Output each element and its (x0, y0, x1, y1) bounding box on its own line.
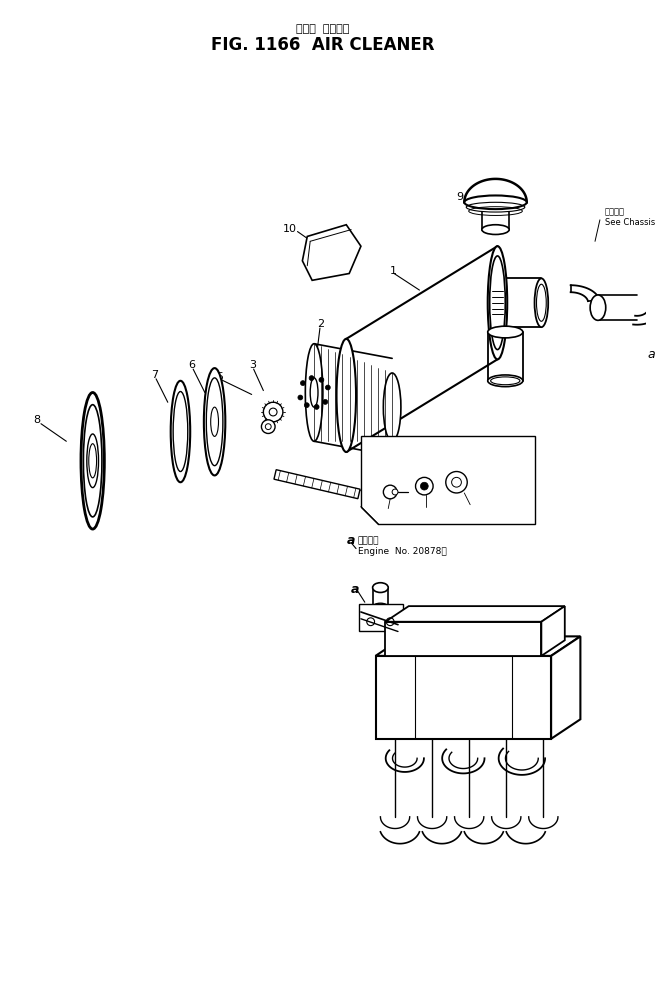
Circle shape (314, 404, 319, 409)
Circle shape (263, 402, 283, 422)
Ellipse shape (310, 378, 318, 407)
Text: FIG. 1166  AIR CLEANER: FIG. 1166 AIR CLEANER (211, 36, 435, 54)
Text: 8: 8 (33, 415, 40, 425)
Text: 2: 2 (317, 319, 324, 330)
Ellipse shape (590, 295, 606, 321)
Text: 9: 9 (457, 193, 463, 203)
Text: a: a (648, 348, 655, 361)
Ellipse shape (383, 373, 401, 441)
Ellipse shape (464, 196, 527, 210)
Text: 10: 10 (283, 223, 297, 233)
Text: See Chassis: See Chassis (605, 218, 655, 227)
Circle shape (301, 381, 305, 386)
Circle shape (305, 402, 309, 407)
Text: 単体参照: 単体参照 (605, 208, 625, 216)
Ellipse shape (81, 393, 105, 529)
Circle shape (420, 482, 428, 490)
Circle shape (298, 395, 303, 400)
Circle shape (392, 489, 398, 495)
Text: 5: 5 (385, 508, 391, 518)
Text: 6: 6 (188, 360, 195, 370)
Polygon shape (375, 637, 581, 656)
Text: a: a (346, 534, 355, 547)
Circle shape (446, 471, 467, 493)
Ellipse shape (336, 338, 356, 452)
Ellipse shape (647, 319, 661, 339)
Circle shape (261, 420, 275, 434)
Circle shape (383, 485, 397, 499)
Text: TOP: TOP (84, 461, 101, 470)
Circle shape (269, 408, 277, 416)
Circle shape (309, 376, 314, 381)
Ellipse shape (204, 368, 225, 475)
Text: a: a (351, 584, 359, 596)
Ellipse shape (373, 603, 388, 611)
Ellipse shape (482, 224, 509, 234)
Circle shape (319, 378, 324, 382)
Text: 適用号機: 適用号機 (358, 536, 379, 545)
Ellipse shape (488, 375, 523, 387)
Circle shape (326, 385, 330, 390)
Bar (359, 604, 403, 632)
Polygon shape (303, 224, 361, 280)
Bar (375, 656, 551, 739)
Ellipse shape (534, 278, 548, 327)
Polygon shape (542, 606, 565, 656)
Ellipse shape (488, 326, 523, 338)
Text: エアー  クリーナ: エアー クリーナ (296, 24, 350, 33)
Polygon shape (274, 469, 360, 499)
Ellipse shape (305, 343, 323, 441)
Text: Engine  No. 20878～: Engine No. 20878～ (358, 547, 447, 556)
Text: 1: 1 (390, 266, 397, 276)
Bar (385, 622, 542, 656)
Ellipse shape (490, 256, 505, 349)
Text: 3: 3 (423, 506, 430, 516)
Text: 8: 8 (91, 450, 95, 456)
Ellipse shape (87, 434, 99, 488)
Polygon shape (361, 436, 534, 524)
Ellipse shape (171, 381, 190, 482)
Text: 7: 7 (151, 370, 158, 380)
Text: 4: 4 (470, 504, 476, 514)
Polygon shape (385, 606, 565, 622)
Circle shape (416, 477, 433, 495)
Polygon shape (551, 637, 581, 739)
Text: 3: 3 (249, 360, 256, 370)
Ellipse shape (373, 583, 388, 592)
Ellipse shape (488, 246, 507, 359)
Circle shape (323, 400, 328, 404)
Text: 5: 5 (216, 372, 224, 382)
